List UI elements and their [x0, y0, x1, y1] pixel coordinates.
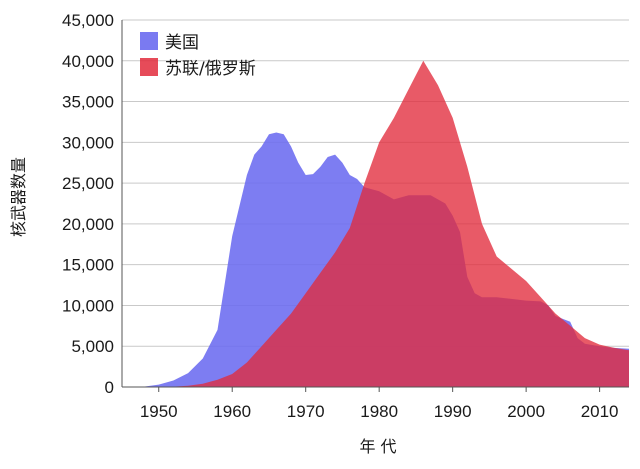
- legend-swatch: [140, 58, 158, 76]
- x-tick-label: 1960: [213, 402, 251, 421]
- x-tick-label: 1980: [360, 402, 398, 421]
- y-tick-label: 0: [105, 378, 114, 397]
- x-tick-label: 1970: [287, 402, 325, 421]
- y-tick-label: 30,000: [62, 133, 114, 152]
- x-tick-labels: 1950 1960 1970 1980 1990 2000 2010: [140, 402, 619, 421]
- y-tick-label: 25,000: [62, 174, 114, 193]
- y-axis-title: 核武器数量: [9, 157, 28, 237]
- x-tick-label: 2000: [507, 402, 545, 421]
- legend-swatch: [140, 32, 158, 50]
- series-areas: [122, 60, 629, 388]
- legend-label: 美国: [165, 33, 199, 53]
- area-series-2: [122, 60, 629, 388]
- y-tick-label: 15,000: [62, 256, 114, 275]
- y-tick-label: 40,000: [62, 52, 114, 71]
- y-tick-label: 45,000: [62, 11, 114, 30]
- y-axis-title-group: 核武器数量: [9, 157, 28, 237]
- y-tick-label: 5,000: [71, 337, 114, 356]
- legend-label: 苏联/俄罗斯: [165, 59, 256, 79]
- x-tick-label: 2010: [581, 402, 619, 421]
- y-tick-label: 20,000: [62, 215, 114, 234]
- y-tick-labels: 0 5,000 10,000 15,000 20,000 25,000 30,000 35,0…: [62, 11, 114, 397]
- x-tick-label: 1950: [140, 402, 178, 421]
- y-tick-label: 35,000: [62, 93, 114, 112]
- axes: [121, 20, 629, 392]
- x-tick-label: 1990: [434, 402, 472, 421]
- y-tick-label: 10,000: [62, 296, 114, 315]
- x-axis-title: 年 代: [359, 437, 396, 456]
